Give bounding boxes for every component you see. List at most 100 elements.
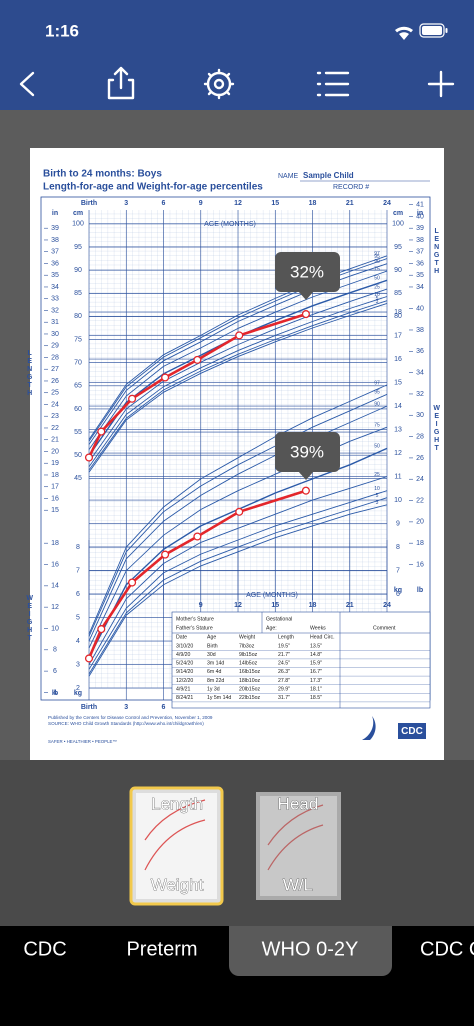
- tab[interactable]: Preterm: [126, 938, 197, 960]
- weight-percentile: 39%: [290, 442, 324, 461]
- child-point: [301, 486, 310, 495]
- x-tick-label: 18: [309, 200, 317, 207]
- y-tick-label: 39: [416, 225, 424, 232]
- y-tick-label: 85: [74, 290, 82, 297]
- table-cell: 1y 3d: [207, 686, 220, 692]
- y-tick-label: 32: [416, 391, 424, 398]
- thumbnail-label: W/L: [283, 875, 313, 894]
- child-point: [161, 550, 170, 559]
- tab[interactable]: CDC: [23, 938, 66, 960]
- percentile-label: 10: [374, 292, 380, 298]
- y-tick-label: 27: [51, 366, 59, 373]
- cdc-logo: CDC: [362, 716, 426, 740]
- y-tick-label: 16: [51, 561, 59, 568]
- table-cell: 21.7": [278, 652, 290, 658]
- unit-label: cm: [73, 210, 83, 217]
- back-button[interactable]: [19, 71, 35, 97]
- tab[interactable]: WHO 0-2Y: [262, 938, 359, 960]
- table-cell: 4/9/20: [176, 652, 191, 658]
- y-tick-label: 37: [51, 249, 59, 256]
- table-cell: 30d: [207, 652, 216, 658]
- table-label: Gestational: [266, 616, 292, 622]
- y-tick-label: 37: [416, 249, 424, 256]
- y-tick-label: 32: [51, 307, 59, 314]
- y-tick-label: 28: [416, 433, 424, 440]
- y-tick-label: 9: [396, 520, 400, 527]
- percentile-curve: [88, 288, 388, 462]
- settings-button[interactable]: [203, 68, 235, 100]
- y-tick-label: 36: [416, 260, 424, 267]
- table-cell: 19.5": [278, 643, 290, 649]
- x-tick-label: 9: [199, 602, 203, 609]
- child-point: [235, 331, 244, 340]
- side-label: LENGTH: [26, 350, 33, 398]
- age-axis-label: AGE (MONTHS): [204, 221, 256, 228]
- thumbnail[interactable]: Length Weight: [129, 786, 224, 906]
- x-tick-label: 15: [271, 200, 279, 207]
- y-tick-label: 38: [416, 237, 424, 244]
- status-icons: [395, 23, 448, 40]
- table-cell: Birth: [207, 643, 218, 649]
- percentile-curve: [88, 296, 388, 468]
- y-tick-label: 36: [51, 260, 59, 267]
- y-tick-label: 20: [51, 448, 59, 455]
- add-button[interactable]: [427, 70, 455, 98]
- thumbnail-label: Length: [151, 794, 203, 813]
- y-tick-label: 29: [51, 343, 59, 350]
- y-tick-label: 18: [394, 309, 402, 316]
- y-tick-label: 4: [53, 689, 57, 696]
- unit-label: in: [52, 210, 58, 217]
- y-tick-label: 20: [416, 519, 424, 526]
- child-point: [97, 625, 106, 634]
- unit-label: in: [417, 210, 423, 217]
- footer-slogan: SAFER • HEALTHIER • PEOPLE™: [48, 739, 117, 744]
- table-cell: 9/14/20: [176, 669, 193, 675]
- y-tick-label: 10: [394, 497, 402, 504]
- status-time: 1:16: [45, 21, 79, 40]
- table-label: Father's Stature: [176, 625, 213, 631]
- x-tick-label: 9: [199, 200, 203, 207]
- y-tick-label: 36: [416, 348, 424, 355]
- y-tick-label: 13: [394, 426, 402, 433]
- share-button[interactable]: [107, 66, 135, 100]
- y-tick-label: 80: [74, 313, 82, 320]
- logo-text: CDC: [401, 726, 423, 737]
- y-tick-label: 15: [51, 507, 59, 514]
- child-point: [128, 394, 137, 403]
- thumbnail-label: Weight: [151, 875, 204, 894]
- y-tick-label: 15: [394, 379, 402, 386]
- y-tick-label: 85: [394, 290, 402, 297]
- x-tick-label: 18: [309, 602, 317, 609]
- tab[interactable]: CDC C: [420, 938, 474, 960]
- record-label: RECORD #: [333, 184, 369, 191]
- table-cell: 5/24/20: [176, 661, 193, 667]
- y-tick-label: 23: [51, 413, 59, 420]
- y-tick-label: 22: [51, 425, 59, 432]
- table-header: Weight: [239, 634, 256, 640]
- side-label: LENGTH: [433, 228, 440, 276]
- y-tick-label: 65: [74, 383, 82, 390]
- percentile-label: 95: [374, 390, 380, 396]
- thumbnail-label: Head: [278, 794, 319, 813]
- y-tick-label: 5: [76, 614, 80, 621]
- list-button[interactable]: [316, 71, 350, 97]
- footer-published: Published by the Centers for Disease Con…: [48, 715, 213, 720]
- y-tick-label: 7: [76, 567, 80, 574]
- patient-table: Mother's Stature Father's Stature Gestat…: [171, 611, 431, 709]
- y-tick-label: 18: [51, 472, 59, 479]
- x-tick-label: 15: [271, 602, 279, 609]
- thumbnail[interactable]: Head W/L: [256, 792, 341, 900]
- thumbnail-strip: [0, 760, 474, 926]
- y-tick-label: 6: [396, 591, 400, 598]
- x-tick-label: 21: [346, 602, 354, 609]
- percentile-label: 25: [374, 284, 380, 290]
- y-tick-label: 19: [51, 460, 59, 467]
- table-cell: 16.7": [310, 669, 322, 675]
- y-tick-label: 24: [51, 401, 59, 408]
- y-tick-label: 22: [416, 497, 424, 504]
- unit-label: lb: [417, 587, 423, 594]
- table-label: Weeks: [310, 625, 326, 631]
- table-cell: 20lb15oz: [239, 686, 260, 692]
- y-tick-label: 90: [394, 267, 402, 274]
- y-tick-label: 34: [51, 284, 59, 291]
